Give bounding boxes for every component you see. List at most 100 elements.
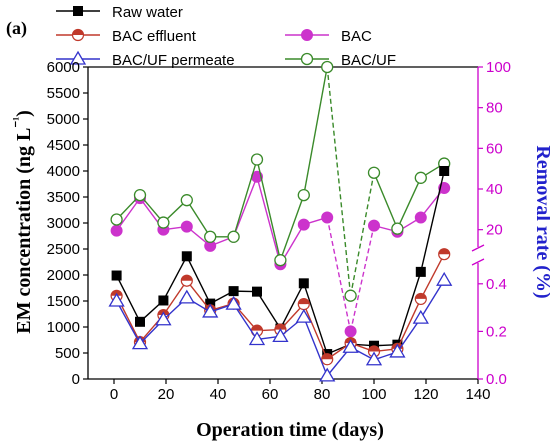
series-line-bacuf — [303, 66, 328, 196]
data-point-bacuf — [297, 188, 310, 202]
series-line-bacuf_perm — [420, 279, 445, 319]
data-point-bacuf_perm — [202, 303, 219, 318]
series-line-bac — [326, 217, 352, 332]
data-point-raw — [181, 251, 192, 262]
y-tick-label-left: 5000 — [47, 111, 80, 128]
data-point-raw — [111, 270, 122, 281]
x-tick-label: 60 — [262, 386, 279, 403]
data-point-bacuf — [110, 213, 123, 226]
axis-break-mark-lower — [471, 258, 485, 266]
legend-item-bac-uf: BAC/UF — [285, 52, 396, 69]
y-tick-label-left: 4000 — [47, 163, 80, 180]
legend-label-bac-uf: BAC/UF — [341, 52, 396, 69]
y-tick-label-left: 3500 — [47, 189, 80, 206]
series-line-raw — [396, 271, 422, 345]
y-axis-title-right: Removal rate (%) — [532, 145, 550, 298]
data-point-bacuf_perm — [295, 308, 312, 323]
data-point-raw — [439, 166, 450, 176]
legend-label-bac-effluent: BAC effluent — [112, 28, 197, 45]
data-point-bacuf — [274, 254, 287, 267]
series-line-bac — [116, 197, 141, 232]
data-point-bacuf_perm — [225, 295, 242, 310]
y-tick-label-right: 20 — [486, 222, 503, 239]
x-axis-title: Operation time (days) — [196, 419, 384, 441]
data-point-raw — [415, 266, 426, 277]
data-point-bacuf — [344, 289, 357, 302]
data-point-raw — [252, 286, 262, 297]
data-point-bac_eff — [297, 298, 310, 311]
data-point-bacuf — [414, 171, 427, 184]
series-line-bac — [420, 187, 445, 218]
data-point-bac_eff-fill — [251, 325, 263, 331]
y-tick-label-left: 5500 — [47, 85, 80, 102]
data-point-bac_eff-fill — [181, 275, 193, 281]
series-line-bacuf — [396, 177, 422, 229]
series-line-bacuf_perm — [303, 316, 328, 377]
y-tick-label-left: 3000 — [47, 215, 80, 232]
legend-marker-bac-effluent — [71, 28, 85, 42]
series-line-raw — [303, 283, 328, 355]
series-line-raw — [279, 282, 305, 329]
legend-marker-bac — [301, 29, 313, 41]
data-point-bac_eff — [414, 292, 427, 306]
data-point-bac_eff — [321, 353, 334, 366]
data-point-raw — [205, 298, 216, 309]
x-tick-label: 140 — [465, 386, 490, 403]
legend-label-bac: BAC — [341, 28, 372, 45]
panel-label: (a) — [6, 18, 27, 39]
y-tick-label-right: 60 — [486, 140, 503, 157]
series-line-bacuf — [256, 159, 282, 261]
series-line-raw — [186, 255, 211, 304]
data-point-bac_eff-fill — [368, 345, 380, 352]
data-point-bac_eff — [180, 274, 193, 287]
series-line-bac_eff — [303, 303, 328, 360]
series-line-bac — [232, 176, 258, 238]
series-line-bac_eff — [420, 253, 445, 300]
data-point-bacuf_perm — [155, 311, 172, 326]
data-point-bac — [110, 224, 123, 237]
y-tick-label-left: 2500 — [47, 241, 80, 258]
series-line-bacuf_perm — [233, 303, 258, 340]
y-axis-title-left: EM concentration (ng L⁻¹) — [10, 110, 35, 334]
y-tick-label-right: 0.0 — [486, 371, 507, 388]
series-line-bac_eff — [186, 280, 211, 311]
data-point-bacuf_perm — [365, 351, 383, 366]
data-point-bacuf — [157, 216, 170, 229]
series-line-bacuf_perm — [115, 300, 141, 344]
x-tick-label: 40 — [210, 386, 227, 403]
data-point-raw — [228, 286, 239, 297]
data-point-bacuf — [227, 230, 240, 243]
series-line-bacuf — [349, 172, 375, 296]
y-tick-label-right: 100 — [486, 59, 511, 76]
data-point-bac — [368, 219, 380, 232]
x-tick-label: 0 — [110, 386, 118, 403]
series-line-raw — [115, 275, 141, 323]
data-point-bac — [321, 211, 334, 224]
data-point-bacuf_perm — [272, 328, 289, 343]
legend-item-bac-effluent: BAC effluent — [56, 28, 197, 45]
data-point-bacuf_perm — [248, 331, 266, 346]
x-tick-label: 20 — [158, 386, 175, 403]
y-tick-label-left: 6000 — [47, 59, 80, 76]
series-line-bacuf — [186, 199, 211, 238]
data-point-bacuf — [204, 230, 217, 243]
data-point-raw — [158, 295, 169, 306]
y-tick-label-right: 0.4 — [486, 276, 507, 293]
series-line-raw — [256, 291, 281, 329]
series-line-raw — [162, 255, 188, 301]
data-point-bac_eff — [367, 345, 381, 358]
data-point-bacuf_perm — [342, 338, 359, 353]
series-line-bacuf — [279, 194, 305, 261]
y-tick-label-left: 2000 — [47, 267, 80, 284]
y-tick-label-right: 40 — [486, 181, 503, 198]
data-point-bacuf_perm — [436, 271, 453, 286]
legend-marker-shape-fill — [72, 29, 84, 35]
y-tick-label-left: 1000 — [47, 319, 80, 336]
legend-marker-raw-water — [73, 6, 83, 16]
data-point-bac — [344, 325, 357, 338]
legend-item-bac-uf-permeate: BAC/UF permeate — [56, 50, 235, 69]
x-tick-label: 120 — [413, 386, 438, 403]
data-point-bacuf_perm — [412, 309, 429, 324]
legend-item-bac: BAC — [285, 28, 372, 45]
axis-break-mark-upper — [471, 244, 485, 252]
